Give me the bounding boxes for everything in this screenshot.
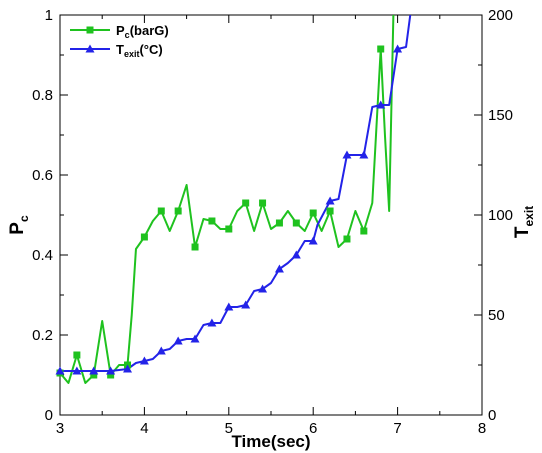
data-point-texit: [89, 366, 99, 375]
x-tick-label: 8: [478, 420, 486, 437]
data-point-pc: [107, 371, 115, 379]
data-point-texit: [359, 150, 369, 159]
y-left-tick-label: 0.2: [32, 327, 53, 344]
data-point-texit: [173, 336, 183, 345]
x-axis-title: Time(sec): [231, 432, 310, 451]
data-point-texit: [274, 264, 284, 273]
data-point-pc: [191, 243, 199, 251]
x-tick-label: 3: [56, 420, 64, 437]
y-left-tick-label: 0: [45, 407, 53, 424]
y-left-tick-label: 0.4: [32, 247, 53, 264]
axis-ticks: [59, 14, 483, 416]
left-axis-title: Pc: [7, 215, 31, 235]
data-point-texit: [376, 100, 386, 109]
data-point-texit: [207, 318, 217, 327]
left-axis-title-sub: c: [17, 215, 31, 222]
data-point-texit: [308, 236, 318, 245]
right-axis-title-sub: exit: [522, 206, 536, 227]
data-point-pc: [360, 227, 368, 235]
y-right-tick-label: 100: [488, 207, 513, 224]
y-left-tick-label: 0.6: [32, 167, 53, 184]
legend: Pc(barG) Texit(°C): [70, 23, 169, 59]
legend-label-texit: Texit(°C): [116, 42, 163, 59]
series-layer: [60, 15, 412, 384]
legend-label-pc: Pc(barG): [116, 23, 169, 40]
right-axis-title-main: T: [512, 226, 533, 238]
data-point-texit: [291, 250, 301, 259]
data-point-texit: [258, 284, 268, 293]
x-tick-label: 4: [140, 420, 148, 437]
data-point-pc: [377, 45, 385, 53]
data-point-texit: [156, 346, 166, 355]
data-point-pc: [292, 219, 300, 227]
data-point-texit: [241, 300, 251, 309]
data-point-pc: [208, 217, 216, 225]
data-point-texit: [72, 366, 82, 375]
data-point-pc: [326, 207, 334, 215]
legend-item-texit: Texit(°C): [70, 42, 163, 59]
data-point-pc: [343, 235, 351, 243]
plot-frame: [59, 14, 483, 416]
legend-label-texit-tail: (°C): [139, 42, 162, 57]
legend-label-pc-sub: c: [125, 30, 130, 40]
data-point-texit: [123, 364, 133, 373]
data-point-pc: [259, 199, 267, 207]
y-left-tick-label: 1: [45, 7, 53, 24]
x-tick-label: 7: [393, 420, 401, 437]
data-point-pc: [309, 209, 317, 217]
right-axis-title: Texit: [512, 206, 536, 238]
legend-swatch-pc-marker: [86, 26, 94, 34]
data-point-texit: [190, 334, 200, 343]
legend-label-pc-main: P: [116, 23, 125, 38]
data-point-texit: [139, 356, 149, 365]
data-point-texit: [342, 150, 352, 159]
x-tick-label: 6: [309, 420, 317, 437]
data-point-pc: [275, 219, 283, 227]
markers-layer: [55, 44, 403, 379]
series-line-pc: [60, 15, 395, 384]
data-point-pc: [73, 351, 81, 359]
data-point-texit: [55, 366, 65, 375]
legend-label-pc-tail: (barG): [130, 23, 169, 38]
data-point-texit: [393, 44, 403, 53]
x-tick-label: 5: [225, 420, 233, 437]
y-right-tick-label: 150: [488, 107, 513, 124]
legend-label-texit-main: T: [116, 42, 124, 57]
data-point-pc: [174, 207, 182, 215]
data-point-texit: [224, 302, 234, 311]
y-left-tick-label: 0.8: [32, 87, 53, 104]
data-point-pc: [140, 233, 148, 241]
data-point-texit: [106, 366, 116, 375]
y-right-tick-label: 200: [488, 7, 513, 24]
legend-swatch-texit-marker: [85, 44, 95, 53]
data-point-pc: [157, 207, 165, 215]
y-right-tick-label: 0: [488, 407, 496, 424]
legend-item-pc: Pc(barG): [70, 23, 169, 40]
left-axis-title-main: P: [7, 222, 28, 235]
data-point-texit: [325, 196, 335, 205]
data-point-pc: [242, 199, 250, 207]
data-point-pc: [90, 371, 98, 379]
y-right-tick-label: 50: [488, 307, 505, 324]
legend-label-texit-sub: exit: [124, 49, 140, 59]
series-line-texit: [60, 15, 412, 372]
data-point-pc: [225, 225, 233, 233]
